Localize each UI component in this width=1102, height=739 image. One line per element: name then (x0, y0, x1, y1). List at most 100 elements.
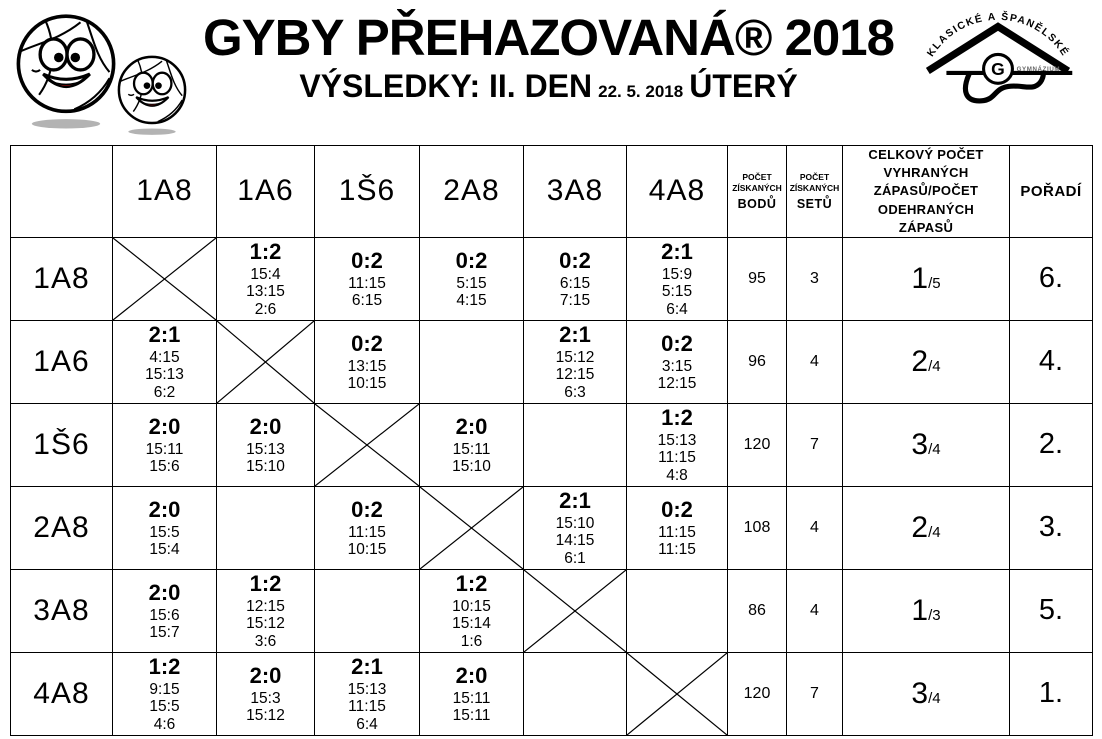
set-score: 13:15 (347, 357, 387, 375)
sets-cell: 7 (786, 402, 843, 487)
set-score: 15:12 (246, 615, 285, 633)
team-column-header: 1A6 (216, 145, 315, 238)
points-header-big: BODŮ (737, 196, 777, 211)
empty-match-cell (523, 402, 627, 487)
total-wins-header-text: CELKOVÝ POČET VYHRANÝCH ZÁPASŮ/POČET ODE… (868, 147, 984, 235)
volleyball-smiley-small-icon (117, 55, 187, 135)
match-cell: 0:2 11:15 11:15 (626, 485, 728, 570)
match-result: 1:2 (249, 571, 282, 597)
set-score: 15:7 (149, 624, 180, 642)
table-body: 1A8 1:2 15:4 13:15 2:6 0:2 11:15 6:15 0:2 5:15 4:1… (10, 236, 1093, 736)
points-cell: 96 (727, 319, 787, 404)
match-cell: 0:2 11:15 10:15 (314, 485, 420, 570)
sets-header-small: POČET ZÍSKANÝCH (789, 172, 840, 194)
played-value: /4 (928, 523, 941, 541)
set-score: 15:13 (347, 680, 387, 698)
diagonal-cross-icon (217, 321, 314, 403)
set-score: 15:11 (452, 440, 491, 458)
page-subtitle: VÝSLEDKY: II. DEN 22. 5. 2018 ÚTERÝ (185, 68, 912, 105)
points-header: POČET ZÍSKANÝCH BODŮ (727, 145, 787, 238)
set-score: 15:3 (250, 689, 281, 707)
wins-cell: 3/4 (842, 402, 1010, 487)
set-score: 15:10 (555, 514, 595, 532)
match-cell: 2:0 15:13 15:10 (216, 402, 315, 487)
self-match-cell (112, 236, 217, 321)
result-row: 1A8 1:2 15:4 13:15 2:6 0:2 11:15 6:15 0:2 5:15 4:1… (10, 236, 1093, 321)
set-score: 15:4 (250, 265, 281, 283)
match-result: 2:0 (148, 580, 181, 606)
match-result: 0:2 (455, 248, 488, 274)
match-result: 2:1 (148, 322, 181, 348)
match-result: 0:2 (661, 331, 693, 357)
match-result: 0:2 (351, 497, 383, 523)
match-cell: 2:0 15:11 15:11 (419, 651, 524, 736)
page-title: GYBY PŘEHAZOVANÁ® 2018 (202, 9, 895, 66)
wins-value: 3 (911, 676, 929, 710)
page-header: GYBY PŘEHAZOVANÁ® 2018 VÝSLEDKY: II. DEN… (0, 0, 1102, 145)
wins-value: 2 (911, 344, 929, 378)
match-result: 2:1 (661, 239, 693, 265)
set-score: 1:6 (460, 632, 483, 650)
set-score: 11:15 (348, 274, 386, 292)
set-score: 12:15 (246, 597, 285, 615)
match-result: 2:1 (351, 654, 383, 680)
set-score: 15:4 (149, 541, 180, 559)
set-score: 11:15 (658, 541, 696, 559)
self-match-cell (314, 402, 420, 487)
wins-value: 2 (911, 510, 929, 544)
match-cell: 2:0 15:3 15:12 (216, 651, 315, 736)
mascot-logos (14, 6, 199, 141)
match-cell: 2:1 15:13 11:15 6:4 (314, 651, 420, 736)
sets-header: POČET ZÍSKANÝCH SETŮ (786, 145, 843, 238)
match-cell: 2:0 15:6 15:7 (112, 568, 217, 653)
rank-header-text: POŘADÍ (1020, 182, 1082, 200)
set-score: 15:11 (452, 707, 491, 725)
set-score: 6:1 (564, 549, 586, 567)
set-score: 10:15 (347, 375, 387, 393)
set-score: 12:15 (657, 375, 697, 393)
set-score: 5:15 (661, 283, 693, 301)
match-result: 0:2 (559, 248, 591, 274)
match-cell: 0:2 6:15 7:15 (523, 236, 627, 321)
subtitle-day: ÚTERÝ (689, 68, 798, 105)
diagonal-cross-icon (627, 653, 727, 735)
sets-cell: 4 (786, 485, 843, 570)
result-row: 3A8 2:0 15:6 15:7 1:2 12:15 15:12 3:6 1:2 10:15 15… (10, 568, 1093, 653)
wins-cell: 3/4 (842, 651, 1010, 736)
set-score: 15:10 (452, 458, 491, 476)
match-cell: 1:2 15:4 13:15 2:6 (216, 236, 315, 321)
wins-cell: 1/3 (842, 568, 1010, 653)
wins-value: 3 (911, 427, 929, 461)
match-cell: 0:2 13:15 10:15 (314, 319, 420, 404)
empty-match-cell (626, 568, 728, 653)
team-column-header: 3A8 (523, 145, 627, 238)
played-value: /4 (928, 440, 941, 458)
match-result: 0:2 (351, 248, 383, 274)
set-score: 15:13 (145, 366, 184, 384)
set-score: 4:8 (666, 466, 688, 484)
match-cell: 2:0 15:11 15:6 (112, 402, 217, 487)
set-score: 15:11 (145, 440, 184, 458)
match-cell: 0:2 11:15 6:15 (314, 236, 420, 321)
played-value: /3 (928, 606, 941, 624)
points-cell: 120 (727, 402, 787, 487)
volleyball-smiley-large-icon (16, 14, 116, 129)
set-score: 10:15 (347, 541, 387, 559)
wins-cell: 1/5 (842, 236, 1010, 321)
set-score: 4:15 (456, 292, 487, 310)
diagonal-cross-icon (524, 570, 626, 652)
svg-text:KLASICKÉ A ŠPANĚLSKÉ: KLASICKÉ A ŠPANĚLSKÉ (926, 10, 1073, 59)
corner-cell (10, 145, 113, 238)
match-cell: 1:2 12:15 15:12 3:6 (216, 568, 315, 653)
set-score: 6:2 (153, 383, 176, 401)
points-cell: 108 (727, 485, 787, 570)
match-cell: 2:1 15:9 5:15 6:4 (626, 236, 728, 321)
self-match-cell (419, 485, 524, 570)
self-match-cell (523, 568, 627, 653)
match-result: 2:0 (148, 497, 181, 523)
title-block: GYBY PŘEHAZOVANÁ® 2018 VÝSLEDKY: II. DEN… (185, 9, 912, 105)
set-score: 15:10 (246, 458, 285, 476)
set-score: 15:11 (452, 689, 491, 707)
match-cell: 1:2 15:13 11:15 4:8 (626, 402, 728, 487)
match-result: 2:0 (455, 414, 488, 440)
